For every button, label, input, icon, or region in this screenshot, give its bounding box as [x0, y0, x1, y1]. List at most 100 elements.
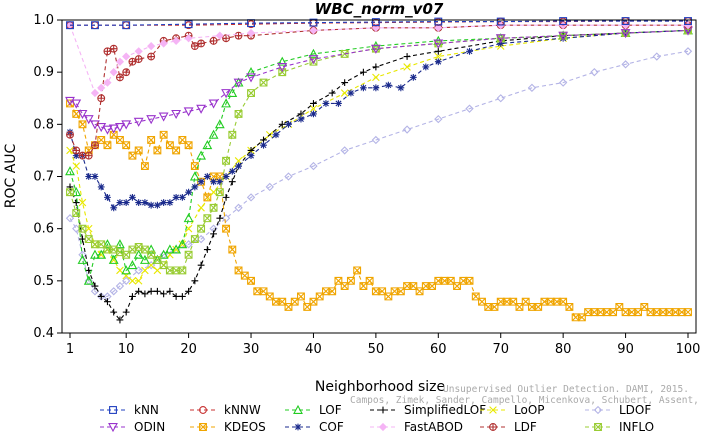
legend: kNN kNNW LOF SimplifiedLOF LoOP LDOF ODIN KDEOS… [100, 403, 654, 434]
ldof-point [652, 52, 661, 61]
cof-point [166, 199, 174, 206]
knn-point [559, 17, 568, 25]
ldf-point [85, 152, 93, 160]
cof-point [372, 84, 380, 92]
kdeos-point [165, 141, 174, 150]
inflo-point [197, 224, 206, 233]
loop-point [209, 188, 218, 196]
kdeos-point [609, 308, 618, 317]
watermark-line2: Campos, Zimek, Sander, Campello, Micenko… [350, 395, 702, 406]
ldof-point [371, 135, 381, 145]
loop-point [309, 104, 318, 113]
loop-point [372, 73, 380, 82]
cof-point [335, 100, 342, 107]
fastabod-point [184, 34, 193, 43]
inflo-point [190, 235, 199, 244]
inflo-point [228, 130, 237, 139]
x-tick-label: 20 [180, 342, 197, 357]
lof-point [65, 166, 75, 176]
odin-point [277, 62, 288, 73]
simplifiedlof-point [79, 235, 86, 243]
lof-point [102, 239, 113, 249]
kdeos-point [328, 287, 337, 296]
inflo-point [134, 242, 143, 251]
odin-point [308, 55, 319, 65]
lof-point [127, 260, 138, 270]
odin-point [133, 117, 144, 127]
kdeos-point [259, 287, 268, 296]
odin-point [171, 109, 182, 120]
cof-point [347, 89, 355, 97]
lof-point [277, 56, 288, 66]
loop-point [403, 63, 411, 71]
ldf-point [222, 34, 230, 42]
lof-point [146, 244, 157, 254]
odin-point [90, 120, 100, 130]
simplifiedlof-point [328, 89, 336, 97]
series-simplifiedlof [66, 27, 692, 324]
kdeos-point [446, 276, 455, 285]
odin-point [102, 125, 113, 135]
inflo-point [184, 250, 193, 259]
legend-item-inflo: INFLO [585, 420, 654, 434]
fastabod-point [122, 52, 131, 61]
ldof-point [683, 47, 693, 56]
lof-point [90, 249, 100, 259]
odin-point [83, 115, 94, 125]
simplifiedlof-point [153, 287, 161, 295]
kdeos-point [303, 302, 312, 311]
cof-point [104, 193, 111, 201]
legend-lof-point [293, 404, 303, 414]
x-axis: 1 10 20 30 40 50 60 70 80 90 100 [66, 333, 700, 357]
fastabod-point [246, 28, 256, 38]
kdeos-point [453, 282, 461, 290]
cof-point [116, 199, 124, 206]
fastabod-point [434, 23, 443, 32]
simplifiedlof-point [278, 120, 286, 128]
series-layer [65, 17, 693, 324]
ldf-point [97, 94, 105, 102]
odin-point [246, 73, 256, 83]
simplifiedlof-point [191, 277, 199, 285]
odin-point [158, 112, 169, 122]
cof-point [422, 63, 430, 71]
ldf-point [122, 68, 130, 76]
ldof-point [465, 104, 474, 113]
legend-inflo-point [594, 423, 602, 431]
knn-point [371, 18, 380, 27]
legend-ldf-point [489, 423, 497, 431]
kdeos-point [172, 146, 181, 155]
legend-item-kdeos: KDEOS [190, 420, 266, 434]
x-tick-label: 30 [243, 342, 260, 357]
ldof-point [134, 266, 143, 275]
simplifiedlof-point [222, 193, 230, 201]
knn-point [434, 17, 443, 26]
loop-point [141, 266, 149, 275]
fastabod-point [147, 41, 156, 51]
ldof-point [621, 60, 630, 69]
x-tick-label: 60 [430, 342, 447, 357]
ldf-point [197, 40, 205, 47]
kdeos-point [128, 151, 137, 160]
legend-label: LOF [319, 403, 342, 417]
y-tick-label: 0.4 [33, 326, 54, 341]
odin-point [370, 44, 381, 54]
lof-point [133, 249, 144, 259]
cof-point [85, 173, 93, 180]
odin-point [121, 120, 132, 130]
kdeos-point [465, 276, 474, 285]
cof-point [197, 178, 205, 186]
kdeos-point [203, 193, 212, 202]
kdeos-point [565, 302, 574, 311]
knn-line [70, 20, 688, 26]
lof-point [83, 275, 94, 285]
simplifiedlof-point [104, 298, 111, 306]
inflo-point [78, 224, 87, 233]
kdeos-point [178, 136, 187, 144]
y-tick-label: 0.7 [33, 170, 54, 185]
kdeos-point [147, 136, 156, 144]
simplifiedlof-point [203, 246, 211, 253]
cof-point [135, 199, 143, 206]
lof-point [115, 239, 125, 249]
kdeos-point [353, 266, 362, 275]
